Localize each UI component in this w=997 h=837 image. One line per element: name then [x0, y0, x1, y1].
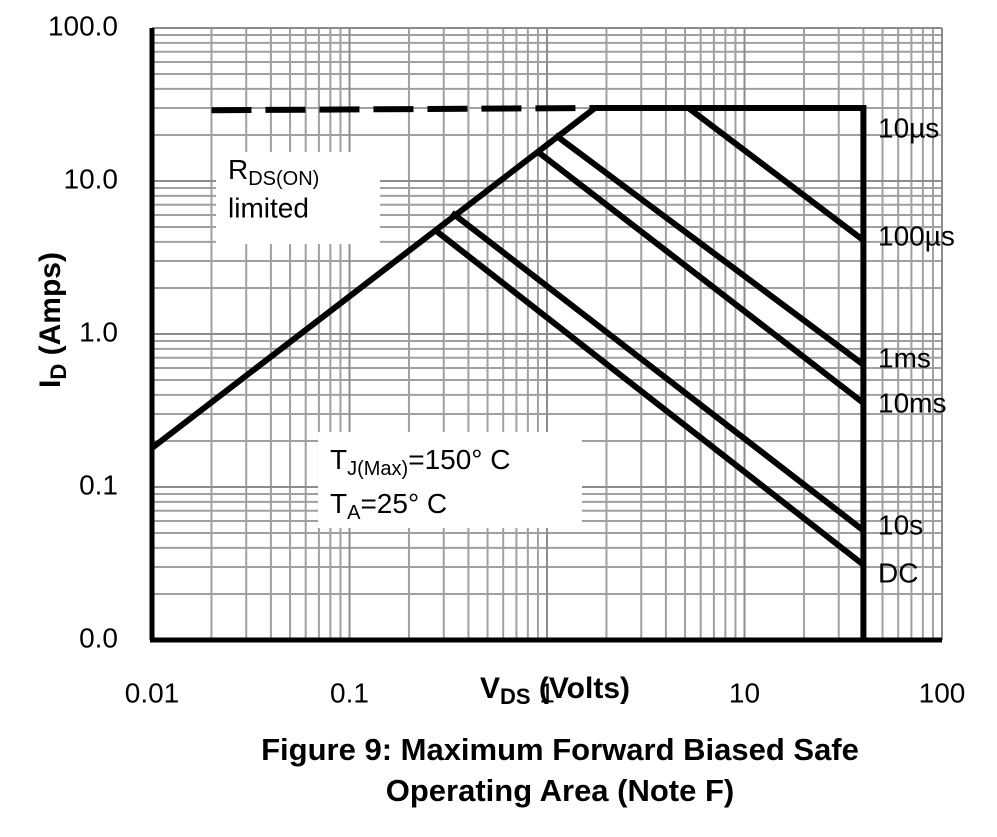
annotation-sub: A: [347, 502, 361, 524]
curve: [686, 105, 866, 243]
annotation-box: [216, 152, 380, 244]
annotation-sub: DS(ON): [248, 168, 319, 190]
legend-label: DC: [878, 557, 918, 588]
curve: [553, 132, 866, 368]
y-axis-label: ID (Amps): [34, 252, 71, 388]
y-tick-label: 1.0: [79, 316, 118, 347]
legend-label: 100µs: [878, 220, 955, 251]
annotation: limited: [228, 192, 309, 223]
y-tick-label: 0.1: [79, 469, 118, 500]
rds-limit-line: [150, 105, 597, 451]
x-tick-label: 1: [539, 677, 555, 708]
annotation-sub: J(Max): [347, 458, 408, 480]
annotation: RDS(ON): [228, 154, 319, 190]
chart-title: Figure 9: Maximum Forward Biased Safe: [261, 732, 859, 767]
annotation-main: T: [330, 444, 347, 475]
curve: [450, 210, 866, 533]
legend-label: 1ms: [878, 342, 931, 373]
y-label-rest: (Amps): [34, 252, 67, 364]
x-label-rest: (Volts): [531, 672, 630, 705]
x-tick-label: 100: [919, 677, 966, 708]
y-label-main: I: [34, 380, 67, 388]
curve: [432, 227, 866, 568]
annotation-main: T: [330, 488, 347, 519]
legend-label: 10µs: [878, 112, 939, 143]
annotation: TJ(Max)=150° C: [330, 444, 510, 480]
legend-label: 10s: [878, 509, 923, 540]
y-tick-label: 100.0: [48, 10, 118, 41]
annotation-rest: =150° C: [408, 444, 510, 475]
rds-limit-dashed: [211, 105, 596, 114]
y-tick-label: 0.0: [79, 622, 118, 653]
annotation-main: R: [228, 154, 248, 185]
x-axis-label: VDS (Volts): [480, 672, 630, 709]
curve: [595, 105, 867, 640]
x-tick-label: 0.1: [330, 677, 369, 708]
curve: [536, 149, 866, 406]
y-label-sub: D: [46, 364, 71, 380]
x-label-main: V: [480, 672, 500, 705]
legend-label: 10ms: [878, 387, 946, 418]
x-tick-label: 0.01: [125, 677, 180, 708]
annotation-rest: =25° C: [360, 488, 447, 519]
chart-title: Operating Area (Note F): [386, 773, 735, 808]
x-label-sub: DS: [500, 684, 531, 709]
annotation: TA=25° C: [330, 488, 447, 524]
y-tick-label: 10.0: [64, 163, 119, 194]
annotation-box: [318, 432, 582, 528]
x-tick-label: 10: [729, 677, 760, 708]
